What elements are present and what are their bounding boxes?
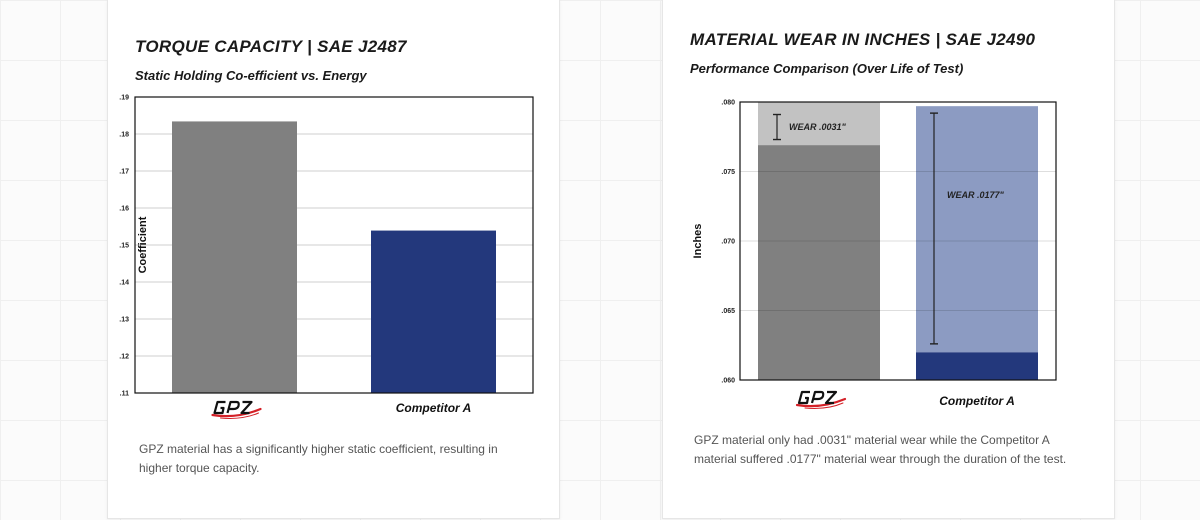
torque-ytick-label: .14 (119, 280, 129, 287)
torque-chart-title: TORQUE CAPACITY | SAE J2487 (135, 37, 407, 56)
torque-xtick-gpz-logo (211, 400, 262, 419)
wear-bar-remaining-gpz (758, 145, 880, 380)
wear-chart-subtitle: Performance Comparison (Over Life of Tes… (690, 61, 964, 76)
torque-ytick-label: .18 (119, 132, 129, 139)
torque-chart-card: TORQUE CAPACITY | SAE J2487 Static Holdi… (107, 0, 560, 519)
wear-bar-wear-competitor-a (916, 106, 1038, 353)
wear-chart-card: MATERIAL WEAR IN INCHES | SAE J2490 Perf… (662, 0, 1115, 519)
torque-chart: .11 .12 .13 .14 .15 .16 .17 .18 .19 Coefficient Co… (119, 95, 534, 419)
torque-ytick-label: .12 (119, 354, 129, 361)
torque-ytick-label: .16 (119, 206, 129, 213)
torque-ytick-label: .19 (119, 95, 129, 102)
torque-chart-caption: GPZ material has a significantly higher … (139, 442, 498, 475)
torque-ytick-label: .15 (119, 243, 129, 250)
wear-ytick-label: .060 (721, 378, 735, 385)
wear-ytick-label: .080 (721, 100, 735, 107)
torque-ytick-label: .11 (120, 391, 129, 398)
wear-y-axis-label: Inches (692, 224, 704, 259)
torque-plot-frame (134, 96, 534, 394)
wear-chart: .060 .065 .070 .075 .080 Inches Competitor A WE… (692, 100, 1057, 409)
torque-ytick-label: .13 (119, 317, 129, 324)
wear-ytick-label: .065 (721, 308, 735, 315)
torque-xtick-label: Competitor A (396, 401, 472, 415)
torque-ytick-label: .17 (119, 169, 129, 176)
wear-bar-remaining-competitor-a (916, 352, 1038, 380)
torque-y-axis-label: Coefficient (137, 216, 149, 273)
wear-xtick-gpz-logo (795, 390, 847, 409)
wear-ytick-label: .070 (721, 239, 735, 246)
wear-bar-wear-gpz (758, 102, 880, 146)
wear-xtick-label: Competitor A (939, 394, 1015, 408)
torque-bar-gpz (172, 121, 297, 394)
wear-ytick-label: .075 (721, 169, 735, 176)
wear-chart-caption: GPZ material only had .0031" material we… (694, 433, 1067, 466)
wear-chart-title: MATERIAL WEAR IN INCHES | SAE J2490 (690, 30, 1036, 49)
torque-chart-subtitle: Static Holding Co-efficient vs. Energy (135, 68, 367, 83)
torque-bar-competitor-a (371, 230, 496, 393)
wear-gpz-label: WEAR .0031" (789, 122, 847, 132)
wear-plot-frame (739, 101, 1057, 381)
wear-competitor-label: WEAR .0177" (947, 190, 1005, 200)
